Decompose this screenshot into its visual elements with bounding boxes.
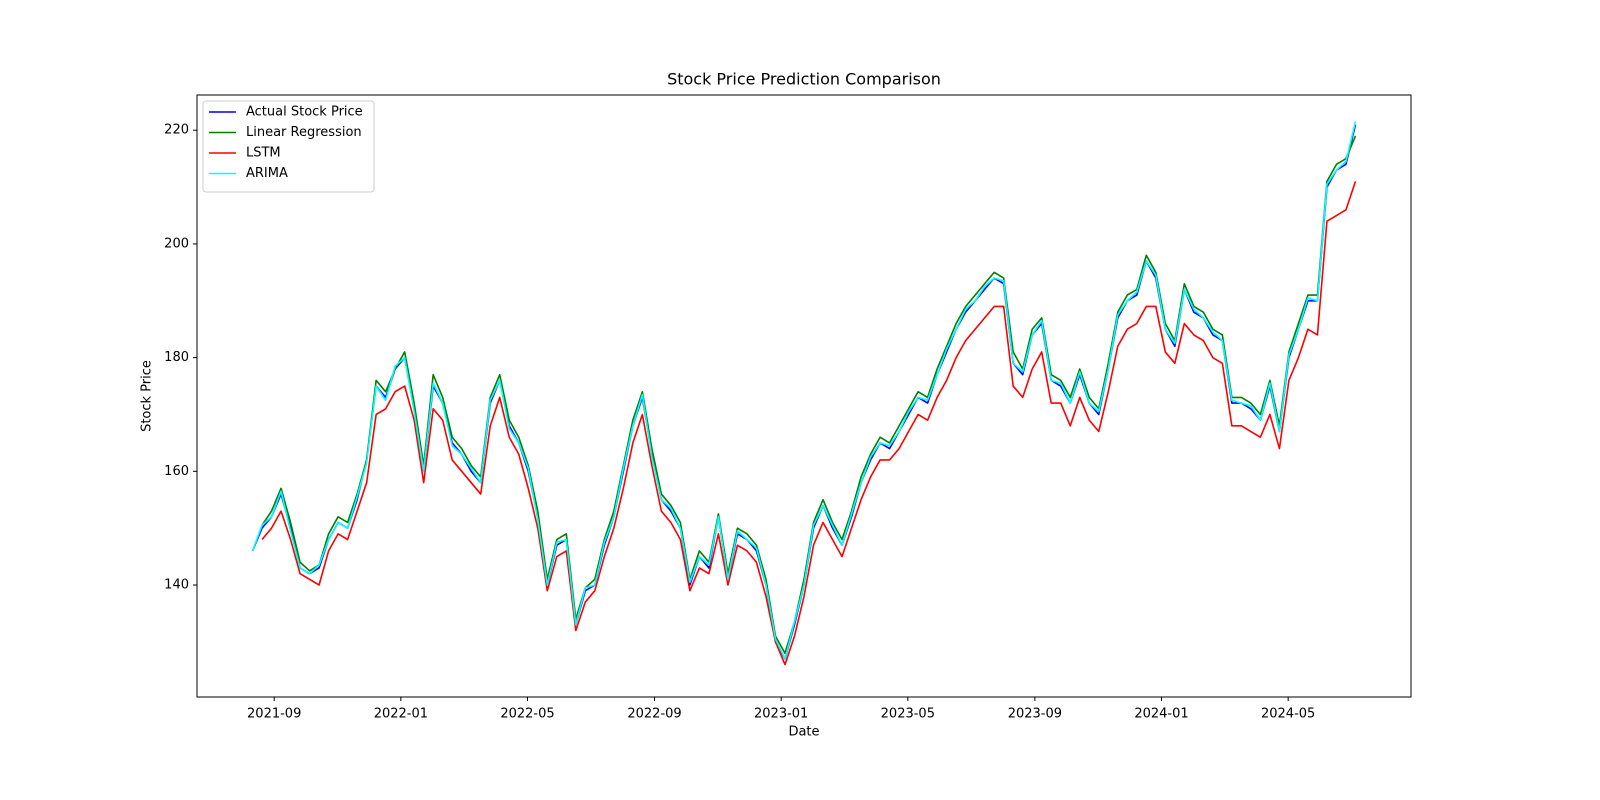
y-tick-label: 200 (164, 236, 189, 251)
series-line (261, 181, 1357, 666)
y-tick-label: 160 (164, 464, 189, 479)
x-tick-label: 2022-05 (500, 707, 554, 722)
y-tick-label: 180 (164, 350, 189, 365)
x-tick-label: 2024-05 (1261, 707, 1315, 722)
legend-label: Linear Regression (246, 125, 362, 140)
x-tick-label: 2023-01 (754, 707, 808, 722)
legend-label: Actual Stock Price (246, 105, 363, 120)
series-line (261, 135, 1357, 655)
legend-label: ARIMA (246, 166, 288, 181)
legend-box (202, 100, 375, 193)
y-tick-label: 220 (164, 123, 189, 138)
x-tick-label: 2022-09 (627, 707, 681, 722)
x-tick-label: 2023-05 (881, 707, 935, 722)
chart-title: Stock Price Prediction Comparison (667, 70, 941, 89)
series-line (251, 121, 1357, 660)
y-tick-label: 140 (164, 578, 189, 593)
x-tick-label: 2024-01 (1134, 707, 1188, 722)
x-axis-label: Date (788, 725, 819, 740)
legend-label: LSTM (246, 146, 281, 161)
x-tick-label: 2021-09 (247, 707, 301, 722)
y-axis-label: Stock Price (140, 360, 155, 432)
plot-frame (196, 94, 1412, 698)
x-tick-label: 2022-01 (374, 707, 428, 722)
x-tick-label: 2023-09 (1008, 707, 1062, 722)
